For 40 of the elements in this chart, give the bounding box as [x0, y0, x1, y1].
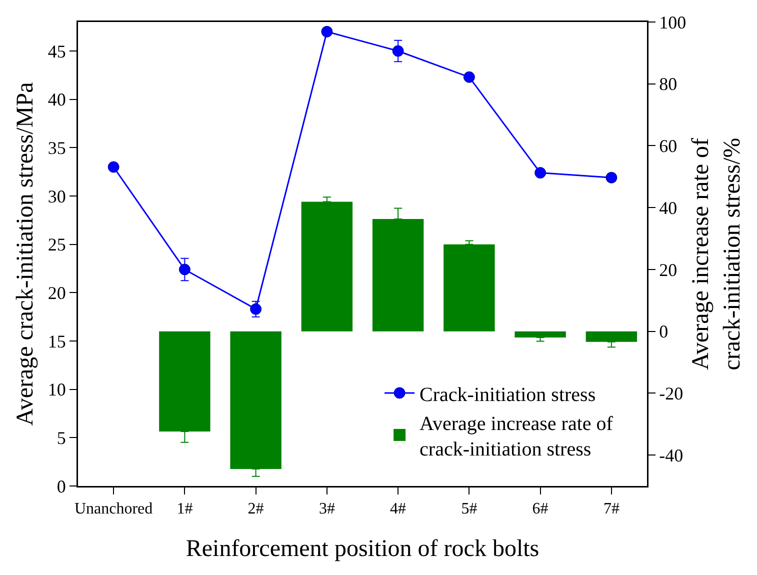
- x-axis-title: Reinforcement position of rock bolts: [186, 536, 540, 562]
- legend-label: Crack-initiation stress: [420, 384, 596, 406]
- y2-axis-title: Average increase rate of crack-initiation stress/%: [688, 138, 746, 370]
- y2-tick-label: -20: [659, 384, 684, 404]
- x-tick-label: 6#: [532, 500, 548, 518]
- point: [534, 167, 546, 179]
- bar: [514, 331, 566, 338]
- x-tick-label: 7#: [603, 500, 620, 518]
- point: [321, 26, 333, 38]
- y-axis-title: Average crack-initiation stress/MPa: [12, 82, 38, 426]
- y2-tick-label: 60: [659, 136, 678, 156]
- y-tick-label: 20: [48, 282, 66, 303]
- point: [250, 303, 262, 315]
- point: [178, 264, 190, 276]
- y2-tick-label: 0: [659, 322, 668, 342]
- y-tick-label: 5: [56, 428, 66, 448]
- y2-tick-label: -40: [659, 445, 684, 466]
- x-tick-label: 1#: [176, 500, 193, 518]
- y-tick-label: 45: [48, 41, 66, 62]
- point: [463, 71, 475, 83]
- point: [108, 161, 120, 173]
- x-tick-label: 2#: [248, 500, 264, 518]
- y-tick-label: 35: [48, 138, 66, 158]
- x-tick-label: 3#: [318, 500, 335, 518]
- bar: [444, 244, 495, 332]
- x-tick-label: Unanchored: [74, 500, 153, 518]
- y-tick-label: 15: [48, 331, 66, 352]
- x-tick-label: 4#: [390, 500, 406, 518]
- y-tick-label: 25: [48, 234, 66, 255]
- y-tick-label: 40: [48, 90, 66, 110]
- x-tick-label: 5#: [461, 500, 478, 518]
- y2-tick-label: 100: [659, 12, 686, 32]
- y-tick-label: 10: [48, 380, 66, 400]
- y2-tick-label: 80: [659, 74, 678, 94]
- y-tick-label: 0: [56, 476, 66, 496]
- y-tick-label: 30: [48, 186, 66, 206]
- y2-tick-label: 20: [659, 260, 678, 280]
- legend-label: Average increase rate of crack-initiation stress: [420, 412, 614, 461]
- y2-tick-label: 40: [659, 198, 678, 218]
- point: [392, 45, 404, 57]
